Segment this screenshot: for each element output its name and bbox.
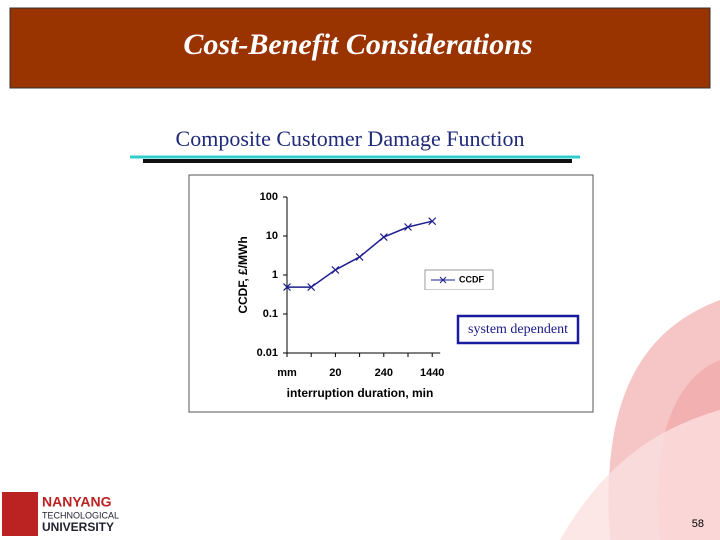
x-tick-label: 20 — [329, 367, 341, 379]
slide-title: Cost-Benefit Considerations — [183, 28, 532, 61]
logo-text: NANYANG — [42, 494, 112, 510]
y-tick-label: 10 — [266, 230, 278, 242]
legend-mask — [423, 290, 495, 302]
point-marker — [379, 233, 388, 241]
annotation-box — [456, 314, 580, 345]
legend-label: CCDF — [459, 274, 484, 284]
page-number: 58 — [692, 518, 704, 530]
x-axis-label: interruption duration, min — [287, 386, 434, 400]
point-marker — [307, 283, 316, 292]
point-marker — [331, 265, 340, 274]
y-tick-label: 100 — [260, 191, 278, 203]
point-marker — [404, 223, 412, 231]
point-marker — [355, 253, 364, 261]
header-bar — [9, 7, 711, 89]
annotation: system dependent — [468, 322, 568, 337]
x-tick-label: mm — [277, 367, 297, 379]
y-tick-label: 1 — [272, 269, 278, 281]
point-marker — [283, 283, 291, 292]
x-tick-label: 240 — [375, 367, 393, 379]
logo-crest — [2, 492, 38, 536]
y-tick-label: 0.01 — [257, 347, 278, 359]
logo-text: TECHNOLOGICAL — [42, 510, 119, 520]
y-axis-label: CCDF, £/MWh — [236, 236, 250, 313]
logo-text: UNIVERSITY — [42, 520, 114, 534]
chart-frame — [188, 174, 594, 413]
decor — [560, 410, 720, 540]
legend-swatch — [439, 276, 447, 284]
x-tick-label: 1440 — [420, 367, 444, 379]
point-marker — [428, 217, 437, 226]
chart-title: Composite Customer Damage Function — [176, 126, 525, 151]
plot: 0.01 0.1 1 10 100 mm 20 240 1440 CCDF — [257, 191, 495, 379]
y-tick-label: 0.1 — [263, 308, 278, 320]
